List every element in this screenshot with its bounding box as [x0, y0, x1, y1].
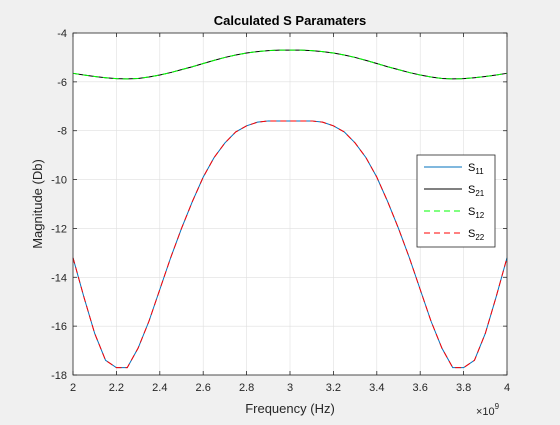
legend-label-s12: S12	[468, 206, 485, 220]
x-tick-label: 3.6	[413, 382, 428, 394]
legend-label-name: S	[468, 206, 475, 218]
y-tick-label: -16	[51, 321, 67, 333]
y-tick-label: -4	[57, 28, 67, 40]
y-tick-label: -12	[51, 223, 67, 235]
legend-label-name: S	[468, 228, 475, 240]
x-tick-label: 2.4	[152, 382, 167, 394]
legend-label-subscript: 22	[475, 233, 484, 242]
legend-label-name: S	[468, 184, 475, 196]
x-tick-label: 4	[504, 382, 510, 394]
legend-label-subscript: 12	[475, 211, 484, 220]
y-tick-label: -8	[57, 126, 67, 138]
x-axis-label: Frequency (Hz)	[245, 401, 335, 416]
x-exponent-label: ×109	[476, 402, 500, 418]
legend-label-s22: S22	[468, 228, 485, 242]
legend-label-name: S	[468, 162, 475, 174]
x-tick-label: 3.8	[456, 382, 471, 394]
x-tick-label: 3.4	[369, 382, 384, 394]
legend-label-subscript: 11	[475, 167, 484, 176]
x-tick-label: 3.2	[326, 382, 341, 394]
series-line-s12	[72, 49, 508, 80]
y-axis-label: Magnitude (Db)	[30, 159, 45, 249]
x-tick-label: 2.8	[239, 382, 254, 394]
series-lines	[72, 49, 508, 369]
chart-title: Calculated S Paramaters	[214, 13, 366, 28]
x-tick-label: 2.2	[109, 382, 124, 394]
y-tick-label: -14	[51, 272, 67, 284]
x-tick-label: 2.6	[196, 382, 211, 394]
legend-label-s21: S21	[468, 184, 485, 198]
legend-label-subscript: 21	[475, 189, 484, 198]
legend-box	[416, 154, 496, 248]
series-line-s22	[72, 120, 508, 369]
y-tick-label: -18	[51, 370, 67, 382]
axis-ticks: 2 2.2 2.4 2.6 2.8 3 3.2 3.4 3.6 3.8 4 -4 -6 -8 -10 -12 -…	[51, 28, 510, 394]
y-tick-label: -10	[51, 175, 67, 187]
x-tick-label: 3	[287, 382, 293, 394]
x-tick-label: 2	[70, 382, 76, 394]
y-tick-label: -6	[57, 77, 67, 89]
legend-label-s11: S11	[468, 162, 484, 176]
